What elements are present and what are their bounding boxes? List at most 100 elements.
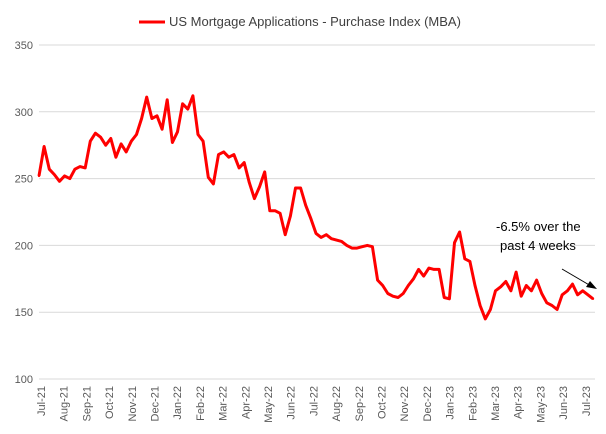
x-tick-label: Dec-22 xyxy=(422,386,434,421)
y-tick-label: 200 xyxy=(15,240,33,252)
data-point xyxy=(160,128,164,131)
data-point xyxy=(99,136,102,139)
data-point xyxy=(489,308,492,311)
data-point xyxy=(443,296,446,299)
data-point xyxy=(114,156,118,159)
data-point xyxy=(432,268,436,271)
x-tick-label: Nov-21 xyxy=(127,386,139,421)
data-point xyxy=(468,260,472,263)
annotation-text-line1: -6.5% over the xyxy=(496,219,581,234)
data-point xyxy=(417,268,420,271)
x-tick-label: Nov-22 xyxy=(399,386,411,421)
data-point xyxy=(473,284,477,287)
data-point xyxy=(422,274,425,278)
data-point xyxy=(130,140,133,143)
data-point xyxy=(104,144,107,147)
data-point xyxy=(335,238,338,242)
data-point xyxy=(386,292,389,295)
x-tick-label: Apr-23 xyxy=(513,386,525,419)
data-point xyxy=(155,114,159,118)
legend-label: US Mortgage Applications - Purchase Inde… xyxy=(169,14,461,29)
data-point xyxy=(555,308,559,311)
data-point xyxy=(478,304,482,307)
x-tick-label: Sep-21 xyxy=(81,386,93,421)
data-point xyxy=(366,244,369,247)
data-point xyxy=(566,289,569,292)
data-point xyxy=(222,150,225,154)
x-tick-label: Feb-23 xyxy=(467,386,479,421)
data-point xyxy=(37,174,41,178)
data-point xyxy=(119,142,123,146)
data-point xyxy=(412,277,415,280)
data-point xyxy=(540,292,543,295)
x-tick-label: Mar-23 xyxy=(490,386,502,421)
data-point xyxy=(248,181,251,184)
data-point xyxy=(314,232,318,235)
series-group xyxy=(37,94,595,321)
data-point xyxy=(520,295,523,298)
data-point xyxy=(340,240,343,243)
data-point xyxy=(181,102,184,106)
annotation: -6.5% over the past 4 weeks xyxy=(496,219,597,289)
data-point xyxy=(407,284,410,287)
data-point xyxy=(278,212,282,215)
y-tick-label: 150 xyxy=(15,307,33,319)
x-tick-label: May-23 xyxy=(535,386,547,423)
data-point xyxy=(268,209,271,212)
x-tick-label: Mar-22 xyxy=(218,386,230,421)
data-point xyxy=(125,150,128,154)
data-point xyxy=(232,153,236,156)
data-point xyxy=(371,245,374,248)
data-point xyxy=(135,133,138,136)
data-point xyxy=(514,270,518,274)
data-point xyxy=(253,197,256,200)
x-tick-label: Aug-22 xyxy=(331,386,343,421)
x-tick-label: May-22 xyxy=(263,386,275,423)
x-tick-label: Aug-21 xyxy=(59,386,71,421)
data-point xyxy=(289,214,292,218)
data-point xyxy=(48,168,51,171)
data-point xyxy=(309,217,313,220)
data-point xyxy=(171,141,174,144)
data-point xyxy=(94,132,97,135)
x-tick-label: Apr-22 xyxy=(240,386,252,419)
data-point xyxy=(504,280,507,283)
annotation-arrow xyxy=(561,268,592,287)
data-point xyxy=(458,230,461,234)
data-point xyxy=(402,292,405,295)
x-axis: Jul-21 Aug-21 Sep-21 Oct-21 Nov-21 Dec-21 Jan-… xyxy=(36,386,593,423)
data-point xyxy=(525,284,528,287)
x-tick-label: Jan-23 xyxy=(445,386,457,420)
data-point xyxy=(350,246,354,250)
x-tick-label: Jul-21 xyxy=(36,386,48,416)
data-point xyxy=(530,289,533,292)
data-point xyxy=(586,293,590,296)
data-point xyxy=(299,186,302,190)
data-point xyxy=(166,98,169,102)
data-point xyxy=(330,237,333,240)
data-point xyxy=(294,186,297,190)
data-point xyxy=(545,301,548,304)
data-point xyxy=(258,185,261,188)
data-point xyxy=(263,170,266,174)
data-point xyxy=(150,117,154,120)
data-point xyxy=(42,145,46,148)
x-tick-label: Dec-21 xyxy=(150,386,162,421)
data-point xyxy=(284,233,287,236)
data-point xyxy=(140,117,143,120)
x-tick-label: Oct-21 xyxy=(104,386,116,419)
data-point xyxy=(78,165,82,168)
data-point xyxy=(58,180,61,183)
data-point xyxy=(89,140,92,143)
data-point xyxy=(212,182,215,186)
data-point xyxy=(68,177,72,180)
data-point xyxy=(186,107,189,111)
x-tick-label: Jul-23 xyxy=(581,386,593,416)
data-point xyxy=(176,130,179,133)
data-point xyxy=(484,317,487,321)
annotation-arrowhead xyxy=(586,281,597,289)
data-point xyxy=(550,304,554,307)
data-point xyxy=(355,246,359,250)
data-point xyxy=(227,156,230,159)
